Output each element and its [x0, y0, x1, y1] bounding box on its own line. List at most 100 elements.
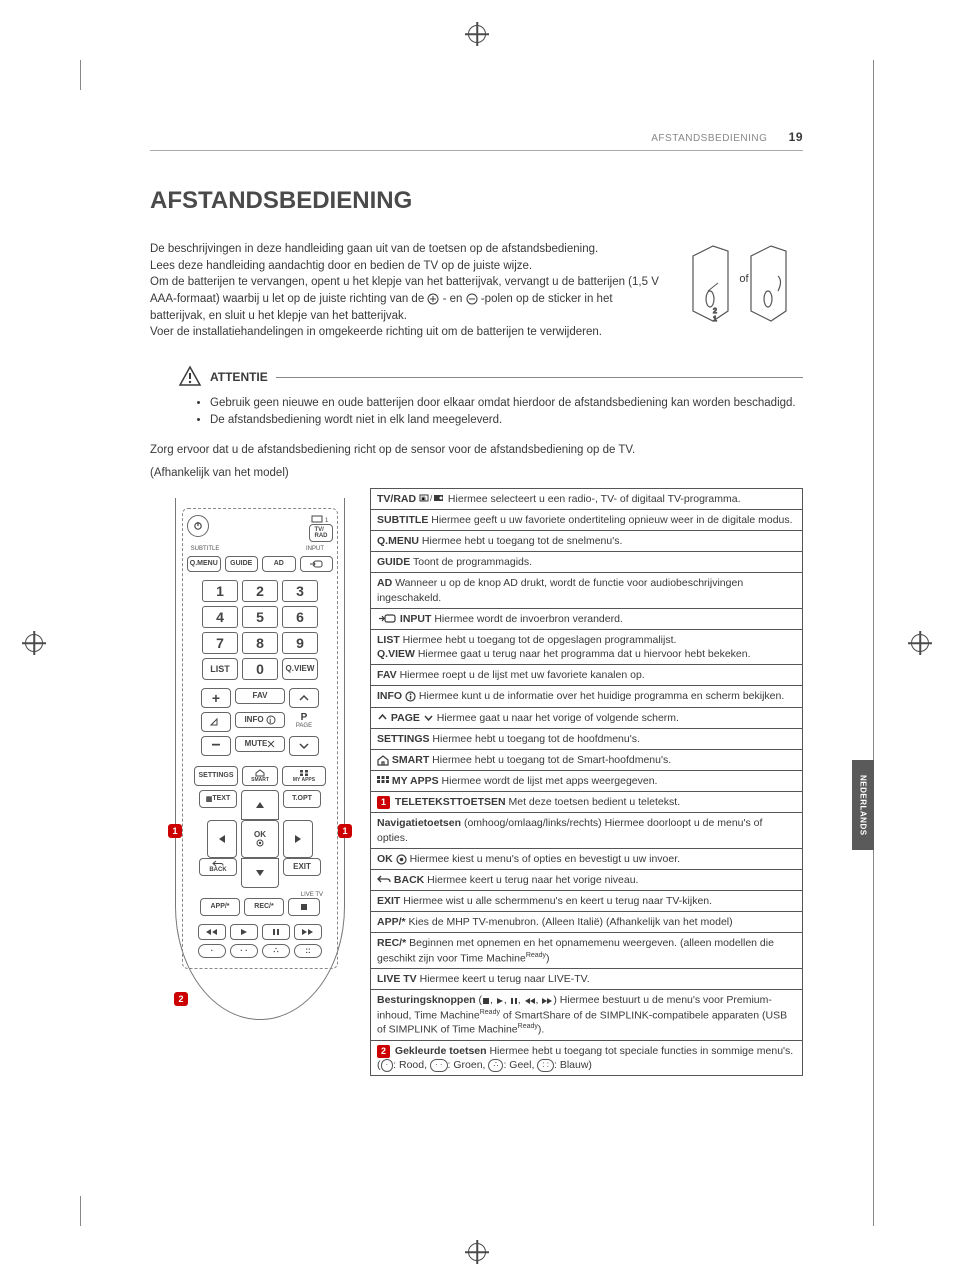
- desc-row: Besturingsknoppen (, , , , ) Hiermee bes…: [371, 990, 802, 1041]
- qmenu-button: Q.MENU: [187, 556, 221, 572]
- guide-button: GUIDE: [225, 556, 259, 572]
- ok-button: OK: [241, 820, 279, 858]
- mute-button: MUTE: [235, 736, 285, 752]
- yellow-button: ∴: [262, 944, 290, 958]
- topt-button: T.OPT: [283, 790, 321, 808]
- pause-button: [262, 924, 290, 940]
- callout-1-right: 1: [338, 824, 352, 838]
- running-head: AFSTANDSBEDIENING 19: [150, 130, 803, 151]
- attention-box: ATTENTIE Gebruik geen nieuwe en oude bat…: [178, 359, 803, 428]
- qview-button: Q.VIEW: [282, 658, 318, 680]
- sensor-note-a: Zorg ervoor dat u de afstandsbediening r…: [150, 442, 803, 459]
- p-label: P: [301, 712, 308, 723]
- desc-row: Navigatietoetsen (omhoog/omlaag/links/re…: [371, 813, 802, 848]
- home-icon: [255, 769, 265, 777]
- power-button: [187, 515, 209, 537]
- crop-mark-right-icon: [911, 634, 929, 652]
- svg-text:i: i: [269, 718, 271, 725]
- language-tab: NEDERLANDS: [852, 760, 874, 850]
- rewind-button: [198, 924, 226, 940]
- desc-row: FAV Hiermee roept u de lijst met uw favo…: [371, 665, 802, 686]
- desc-row: Q.MENU Hiermee hebt u toegang tot de sne…: [371, 531, 802, 552]
- desc-row: SETTINGS Hiermee hebt u toegang tot de h…: [371, 729, 802, 750]
- desc-row: EXIT Hiermee wist u alle schermmenu's en…: [371, 891, 802, 912]
- subtitle-label: SUBTITLE: [187, 546, 223, 552]
- num-button: 0: [242, 658, 278, 680]
- desc-row: AD Wanneer u op de knop AD drukt, wordt …: [371, 573, 802, 608]
- desc-row: MY APPS Hiermee wordt de lijst met apps …: [371, 771, 802, 792]
- page-down-button: [289, 736, 319, 756]
- crop-mark-left-icon: [25, 634, 43, 652]
- desc-row: OK Hiermee kiest u menu's of opties en b…: [371, 849, 802, 870]
- num-button: 5: [242, 606, 278, 628]
- desc-row: 2 Gekleurde toetsen Hiermee hebt u toega…: [371, 1041, 802, 1075]
- num-button: 4: [202, 606, 238, 628]
- nav-up-button: [241, 790, 279, 820]
- red-button: ·: [198, 944, 226, 958]
- num-button: 3: [282, 580, 318, 602]
- warning-icon: [178, 365, 202, 389]
- app-button: APP/*: [200, 898, 240, 916]
- battery-of-label: of: [737, 273, 751, 285]
- tvrad-button: TV/ RAD: [309, 524, 333, 542]
- intro-p2: Lees deze handleiding aandachtig door en…: [150, 258, 671, 275]
- num-button: 1: [202, 580, 238, 602]
- desc-row: 1 TELETEKSTTOETSEN Met deze toetsen bedi…: [371, 792, 802, 813]
- attention-label: ATTENTIE: [210, 370, 268, 384]
- text-button: ▦TEXT: [199, 790, 237, 808]
- svg-text:1: 1: [325, 518, 329, 523]
- back-button: BACK: [199, 858, 237, 876]
- list-button: LIST: [202, 658, 238, 680]
- desc-row: APP/* Kies de MHP TV-menubron. (Alleen I…: [371, 912, 802, 933]
- minus-pole-icon: [466, 293, 478, 305]
- page-number: 19: [789, 130, 803, 144]
- callout-2: 2: [174, 992, 188, 1006]
- description-table: TV/RAD ▣/ Hiermee selecteert u een radio…: [370, 488, 803, 1077]
- vol-up-button: +: [201, 688, 231, 708]
- forward-button: [294, 924, 322, 940]
- crop-mark-top-icon: [468, 25, 486, 43]
- intro-p1: De beschrijvingen in deze handleiding ga…: [150, 241, 671, 258]
- num-button: 7: [202, 632, 238, 654]
- callout-1-left: 1: [168, 824, 182, 838]
- intro-p4: Voer de installatiehandelingen in omgeke…: [150, 324, 671, 341]
- desc-row: GUIDE Toont de programmagids.: [371, 552, 802, 573]
- plus-pole-icon: [427, 293, 439, 305]
- myapps-button: MY APPS: [282, 766, 326, 786]
- num-button: 2: [242, 580, 278, 602]
- crop-mark-bottom-icon: [468, 1243, 486, 1261]
- desc-row: LIST Hiermee hebt u toegang tot de opges…: [371, 630, 802, 665]
- desc-row: LIVE TV Hiermee keert u terug naar LIVE-…: [371, 969, 802, 990]
- ad-button: AD: [262, 556, 296, 572]
- num-button: 8: [242, 632, 278, 654]
- nav-down-button: [241, 858, 279, 888]
- num-button: 9: [282, 632, 318, 654]
- num-button: 6: [282, 606, 318, 628]
- battery-figure: 2 1 of: [683, 241, 803, 343]
- remote-figure: 1 TV/ RAD SUBTITLE INPUT Q.MENU GUIDE: [150, 488, 370, 1077]
- input-label: INPUT: [297, 546, 333, 552]
- attention-item: De afstandsbediening wordt niet in elk l…: [210, 412, 803, 429]
- settings-button: SETTINGS: [194, 766, 238, 786]
- svg-text:/: /: [430, 494, 433, 503]
- stop-button: [288, 898, 320, 916]
- svg-text:2: 2: [713, 308, 717, 315]
- back-icon: [212, 860, 224, 867]
- subtitle-glyph-icon: 1: [311, 515, 331, 523]
- running-head-text: AFSTANDSBEDIENING: [651, 133, 767, 144]
- input-button: [300, 556, 334, 572]
- fav-button: FAV: [235, 688, 285, 704]
- info-button: INFOi: [235, 712, 285, 728]
- vol-icon: [201, 712, 231, 732]
- desc-row: SUBTITLE Hiermee geeft u uw favoriete on…: [371, 510, 802, 531]
- blue-button: ::: [294, 944, 322, 958]
- vol-down-button: −: [201, 736, 231, 756]
- attention-item: Gebruik geen nieuwe en oude batterijen d…: [210, 395, 803, 412]
- page-up-button: [289, 688, 319, 708]
- grid-icon: [299, 769, 309, 777]
- page-label: PAGE: [296, 723, 312, 729]
- green-button: · ·: [230, 944, 258, 958]
- sensor-note-b: (Afhankelijk van het model): [150, 465, 803, 482]
- nav-left-button: [207, 820, 237, 858]
- desc-row: BACK Hiermee keert u terug naar het vori…: [371, 870, 802, 891]
